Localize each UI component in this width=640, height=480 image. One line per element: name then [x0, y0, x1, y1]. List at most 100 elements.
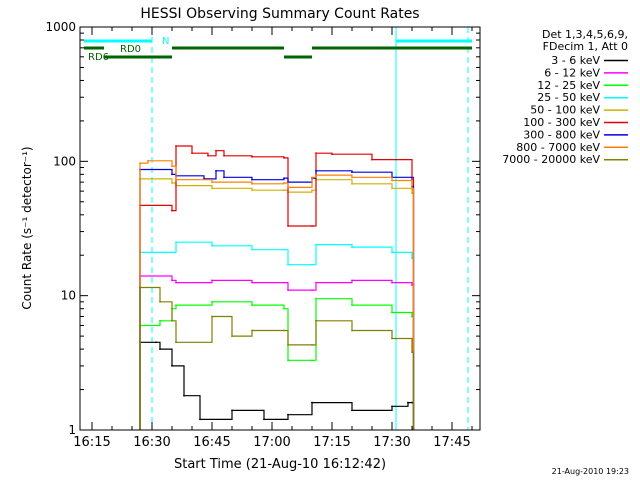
series-point: [283, 157, 285, 159]
series-point: [223, 176, 225, 179]
series-point: [175, 304, 177, 307]
series-point: [175, 145, 177, 147]
x-tick-label: 17:45: [433, 435, 470, 450]
series-lines: [139, 145, 415, 430]
legend: Det 1,3,4,5,6,9, FDecim 1, Att 0 3 - 6 k…: [502, 28, 628, 166]
series-point: [391, 251, 393, 254]
series-point: [351, 182, 353, 185]
series-point: [315, 243, 317, 246]
series-point: [411, 284, 413, 286]
legend-entry-label: 6 - 12 keV: [544, 66, 600, 79]
series-point: [171, 165, 173, 168]
series-point: [251, 304, 253, 307]
series-point: [199, 418, 201, 421]
series-point: [211, 315, 213, 318]
series-point: [251, 248, 253, 251]
series-point: [311, 176, 313, 179]
legend-entry-label: 7000 - 20000 keV: [502, 153, 600, 166]
series-point: [231, 335, 233, 338]
series-point: [283, 177, 285, 180]
series-point: [211, 300, 213, 303]
series-point: [171, 173, 173, 176]
series-point: [411, 401, 413, 404]
series-point: [351, 409, 353, 412]
series-point: [287, 344, 289, 346]
series-point: [391, 179, 393, 182]
series-point: [407, 401, 409, 404]
y-tick-label: 100: [53, 154, 76, 168]
series-line: [139, 160, 415, 430]
flag-label-rd6: RD6: [88, 52, 109, 63]
series-point: [251, 178, 253, 181]
legend-entry-label: 50 - 100 keV: [530, 104, 600, 117]
series-point: [139, 286, 141, 289]
legend-header-line-1: Det 1,3,4,5,6,9,: [542, 28, 628, 41]
series-point: [311, 225, 313, 227]
plot-frame: [79, 26, 481, 431]
series-line: [139, 275, 415, 430]
series-point: [175, 241, 177, 244]
series-point: [287, 186, 289, 189]
series-point: [211, 279, 213, 282]
marker-lines: [79, 27, 469, 430]
series-point: [171, 365, 173, 367]
series-point: [283, 281, 285, 284]
series-point: [283, 182, 285, 184]
series-point: [251, 329, 253, 332]
series-point: [371, 158, 373, 161]
series-point: [175, 178, 177, 181]
series-point: [283, 189, 285, 192]
y-tick-label: 1: [68, 423, 76, 437]
x-tick-label: 16:15: [73, 435, 110, 450]
series-point: [211, 187, 213, 190]
series-point: [311, 359, 313, 362]
series-point: [351, 246, 353, 248]
series-point: [191, 152, 193, 155]
series-point: [223, 154, 225, 157]
footer-timestamp: 21-Aug-2010 19:23: [552, 467, 629, 476]
series-point: [351, 171, 353, 174]
series-point: [315, 174, 317, 176]
y-axis-label: Count Rate (s⁻¹ detector⁻¹): [20, 146, 34, 309]
series-point: [315, 152, 317, 155]
series-point: [287, 225, 289, 227]
series-point: [263, 418, 265, 421]
series-point: [391, 311, 393, 314]
series-point: [351, 279, 353, 282]
series-point: [411, 351, 413, 354]
series-point: [411, 187, 413, 190]
series-point: [155, 341, 157, 344]
series-point: [287, 263, 289, 266]
series-line: [139, 145, 415, 430]
series-point: [183, 394, 185, 397]
series-point: [171, 209, 173, 212]
series-point: [231, 409, 233, 412]
series-point: [251, 281, 253, 284]
series-point: [311, 189, 313, 192]
series-point: [315, 319, 317, 322]
series-point: [159, 300, 161, 303]
series-point: [139, 162, 141, 165]
legend-entry-label: 300 - 800 keV: [523, 128, 600, 141]
x-tick-label: 16:30: [133, 435, 170, 450]
flag-bars: N RD0 RD6: [84, 36, 472, 63]
legend-entry-label: 800 - 7000 keV: [516, 141, 600, 154]
flag-label-n: N: [162, 36, 169, 47]
series-point: [391, 405, 393, 408]
series-point: [283, 248, 285, 251]
series-point: [283, 329, 285, 332]
series-point: [147, 159, 149, 162]
series-point: [411, 192, 413, 195]
series-point: [311, 263, 313, 266]
series-point: [211, 181, 213, 184]
series-point: [351, 329, 353, 332]
series-point: [159, 319, 161, 322]
series-point: [391, 281, 393, 284]
legend-entry-label: 12 - 25 keV: [537, 79, 600, 92]
series-point: [175, 341, 177, 344]
series-point: [171, 319, 173, 322]
series-point: [211, 244, 213, 247]
x-tick-label: 17:15: [313, 435, 350, 450]
series-point: [351, 304, 353, 307]
x-axis-label: Start Time (21-Aug-10 16:12:42): [174, 457, 386, 472]
